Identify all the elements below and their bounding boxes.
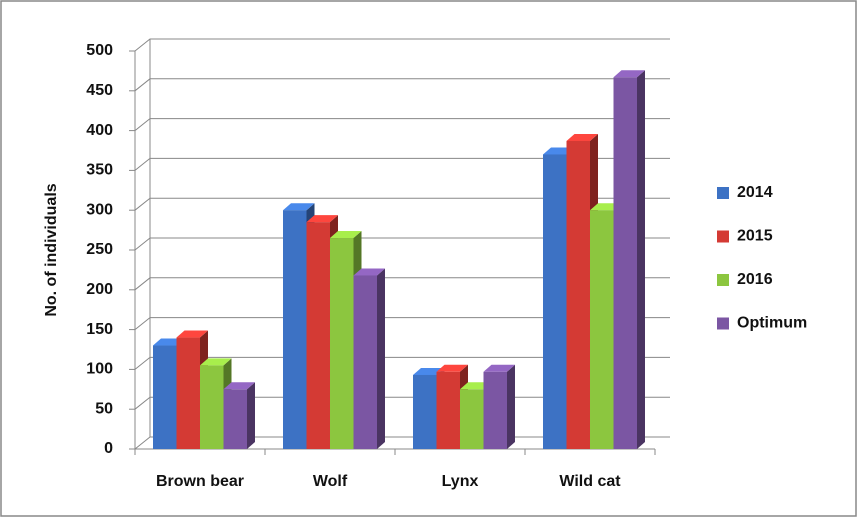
bar-top [200, 358, 232, 366]
y-tick-label: 200 [86, 281, 113, 298]
bar-side [637, 70, 645, 449]
bar-side [247, 382, 255, 449]
bar [330, 238, 354, 449]
bar [566, 140, 590, 449]
legend-swatch [717, 274, 729, 286]
x-tick-label: Lynx [442, 473, 479, 490]
bar-top [566, 133, 598, 141]
y-tick-label: 500 [86, 42, 113, 59]
legend-label: 2015 [737, 228, 773, 245]
bar [153, 345, 177, 449]
bar [436, 371, 460, 449]
x-tick-label: Brown bear [156, 473, 244, 490]
bar-top [306, 215, 338, 223]
y-tick-label: 450 [86, 82, 113, 99]
bar [483, 371, 507, 449]
legend-swatch [717, 230, 729, 243]
bar [613, 77, 637, 449]
y-tick-label: 150 [86, 321, 113, 338]
bar-top [176, 330, 208, 338]
bar [590, 210, 614, 449]
y-tick-label: 300 [86, 201, 113, 218]
bar [460, 389, 484, 449]
legend-label: 2016 [737, 271, 773, 288]
bar-top [330, 231, 362, 239]
legend-label: 2014 [737, 184, 773, 201]
y-tick-label: 350 [86, 162, 113, 179]
bar [200, 365, 224, 449]
bar [176, 337, 200, 449]
bar [353, 275, 377, 449]
legend-swatch [717, 317, 729, 330]
y-tick-label: 400 [86, 122, 113, 139]
bar [543, 154, 567, 450]
y-tick-label: 250 [86, 241, 113, 258]
y-tick-label: 50 [95, 400, 113, 417]
bar-top [283, 203, 315, 211]
bar-top [483, 364, 515, 372]
bar [413, 374, 437, 449]
bar-top [223, 382, 255, 390]
bar-side [507, 364, 515, 449]
y-tick-label: 100 [86, 361, 113, 378]
y-tick-label: 0 [104, 440, 113, 457]
legend-label: Optimum [737, 315, 807, 332]
bar [306, 222, 330, 449]
bar-top [613, 70, 645, 78]
bar-top [353, 268, 385, 276]
y-axis-label: No. of individuals [43, 183, 60, 316]
x-tick-label: Wolf [313, 473, 348, 490]
bar [283, 210, 307, 449]
x-tick-label: Wild cat [559, 473, 621, 490]
bar-side [377, 268, 385, 449]
legend-swatch [717, 187, 729, 199]
bar-top [436, 364, 468, 372]
bar [223, 389, 247, 449]
